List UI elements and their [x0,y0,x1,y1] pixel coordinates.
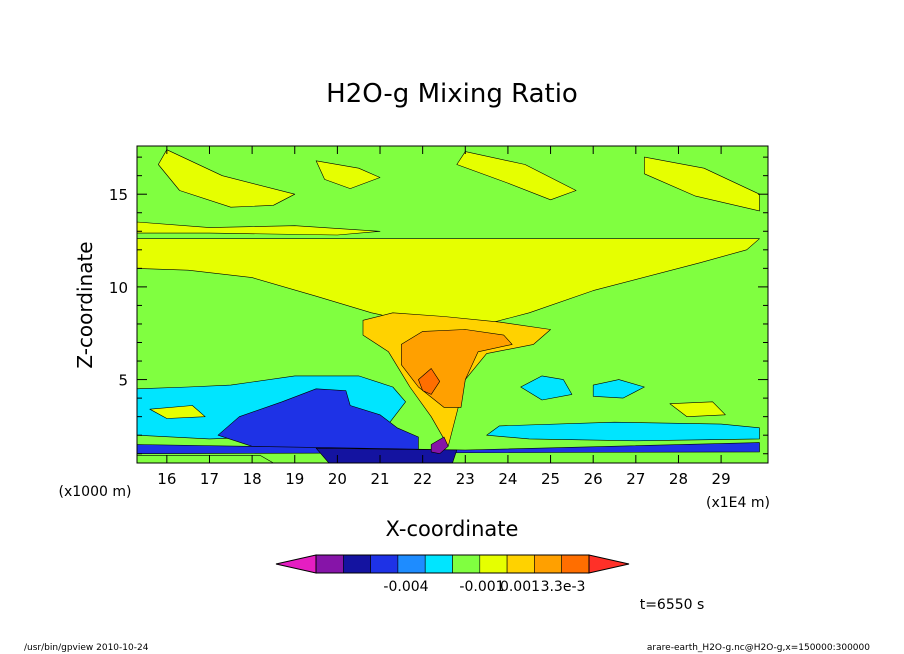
time-label: t=6550 s [640,597,705,613]
y-axis: 5 10 15 [109,156,768,455]
x-tick-label: 19 [285,470,304,488]
colorbar-segment [506,554,535,574]
colorbar-arrow-left [275,554,317,574]
colorbar-label: -0.004 [383,579,428,595]
x-axis-label: X-coordinate [386,517,519,541]
x-tick-label: 22 [413,470,432,488]
contour-cyan-right [520,375,573,401]
x-tick-label: 27 [626,470,645,488]
x-tick-label: 16 [157,470,176,488]
x-tick-label: 29 [712,470,731,488]
x-tick-label: 18 [243,470,262,488]
x-tick-label: 28 [669,470,688,488]
colorbar-segment [424,554,453,574]
footer-left: /usr/bin/gpview 2010-10-24 [24,643,149,653]
contour-updraft-max [418,368,441,395]
contour-cyan-low-right [486,421,760,442]
colorbar-segment [397,554,426,574]
plot-area: 16 17 18 19 20 21 22 23 24 25 26 27 28 29 5 10 15 [109,145,769,488]
x-tick-label: 17 [200,470,219,488]
x-tick-label: 26 [584,470,603,488]
x-tick-label: 24 [498,470,517,488]
x-units-right: (x1E4 m) [706,495,770,511]
contour-yellow-upper-2 [315,160,381,189]
colorbar-label: 3.3e-3 [541,579,586,595]
colorbar-segment [452,554,481,574]
x-tick-label: 23 [456,470,475,488]
contour-yellow-low-left [149,405,206,419]
plot-frame [136,145,769,464]
footer-right: arare-earth_H2O-g.nc@H2O-g,x=150000:3000… [647,643,870,653]
x-tick-label: 20 [328,470,347,488]
y-tick-label: 10 [109,279,128,297]
contour-cyan-far-right [592,379,645,399]
contour-green-base [136,455,274,464]
contour-yellow-low-right [669,401,726,418]
colorbar-segment [370,554,399,574]
x-axis: 16 17 18 19 20 21 22 23 24 25 26 27 28 29 [157,146,731,488]
colorbar-segment [534,554,563,574]
colorbar-segment [342,554,371,574]
contour-yellow-upper-1 [158,149,296,208]
y-tick-label: 5 [118,372,128,390]
colorbar-arrow-right [588,554,630,574]
colorbar-label: 0.001 [500,579,540,595]
chart-title: H2O-g Mixing Ratio [326,79,578,109]
colorbar-label: -0.001 [459,579,504,595]
contour-yellow-upper-3 [456,151,577,201]
x-units-left: (x1000 m) [59,484,132,500]
contour-yellow-upper-5 [136,221,381,236]
y-tick-label: 15 [109,186,128,204]
colorbar-segment [315,554,344,574]
colorbar-frame [315,554,590,574]
contour-yellow-upper-4 [644,156,760,212]
colorbar-segment [561,554,590,574]
y-axis-label: Z-coordinate [73,241,97,368]
contour-fields [136,149,760,464]
contour-purple-pocket [430,436,449,455]
colorbar-segment [479,554,508,574]
x-tick-label: 21 [370,470,389,488]
x-tick-label: 25 [541,470,560,488]
